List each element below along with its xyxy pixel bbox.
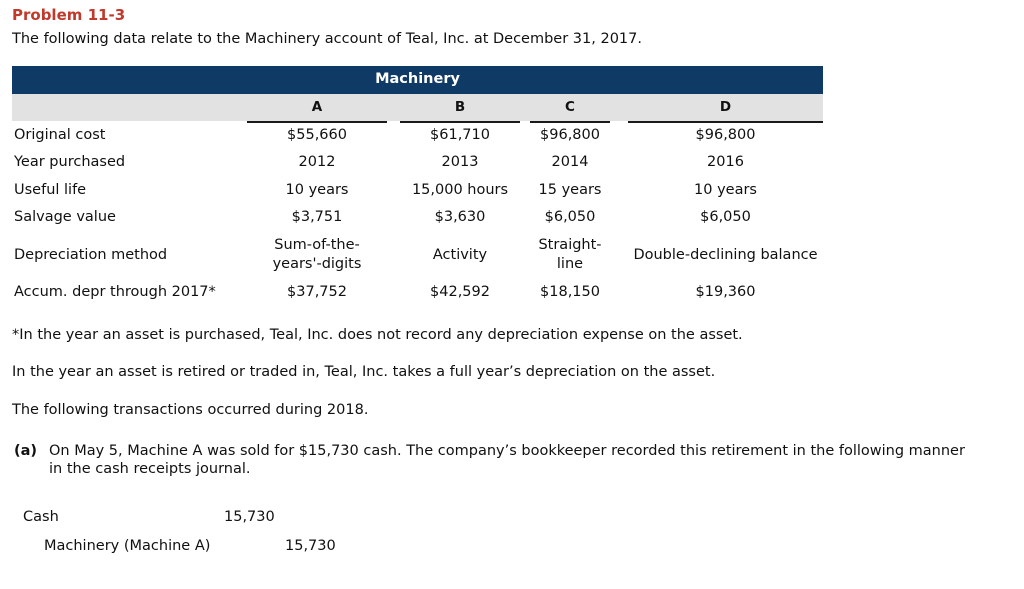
table-cell: 15 years (538, 182, 602, 198)
table-cell: 10 years (285, 182, 349, 198)
table-cell: Double-declining balance (633, 247, 818, 263)
problem-intro: The following data relate to the Machine… (12, 31, 642, 47)
table-cell: $18,150 (540, 284, 600, 300)
table-header: Machinery (12, 66, 823, 94)
column-divider-c (530, 121, 610, 123)
table-cell: 2012 (298, 154, 336, 170)
column-header-band (12, 94, 823, 121)
debit-account: Cash (23, 509, 59, 525)
table-cell: $37,752 (287, 284, 347, 300)
table-cell: $96,800 (540, 127, 600, 143)
table-cell: $3,630 (434, 209, 486, 225)
table-cell: Sum-of-the-years'-digits (272, 237, 362, 272)
column-header-a: A (311, 99, 323, 115)
retirement-note: In the year an asset is retired or trade… (12, 364, 716, 380)
table-cell: $3,751 (291, 209, 343, 225)
table-cell: 2013 (441, 154, 479, 170)
row-label: Useful life (14, 182, 87, 198)
row-label: Accum. depr through 2017* (14, 284, 216, 300)
row-label: Depreciation method (14, 247, 168, 263)
part-a-text-line1: On May 5, Machine A was sold for $15,730… (49, 443, 965, 459)
column-divider-a (247, 121, 387, 123)
column-divider-b (400, 121, 520, 123)
table-cell: 2014 (551, 154, 589, 170)
table-cell: 2016 (707, 154, 744, 170)
debit-amount: 15,730 (224, 509, 275, 525)
table-cell: $55,660 (287, 127, 347, 143)
column-header-c: C (565, 99, 575, 115)
credit-amount: 15,730 (285, 538, 336, 554)
table-cell: 10 years (694, 182, 757, 198)
transactions-intro: The following transactions occurred duri… (12, 402, 369, 418)
part-a-label: (a) (14, 443, 38, 459)
table-cell: Straight-line (538, 237, 602, 272)
table-cell: $19,360 (695, 284, 756, 300)
column-divider-d (628, 121, 823, 123)
table-cell: $6,050 (700, 209, 751, 225)
row-label: Year purchased (14, 154, 126, 170)
table-cell: $42,592 (430, 284, 490, 300)
table-cell: Activity (432, 247, 488, 263)
credit-account: Machinery (Machine A) (44, 538, 211, 554)
table-cell: $6,050 (544, 209, 596, 225)
table-cell: $96,800 (695, 127, 756, 143)
table-cell: $61,710 (430, 127, 490, 143)
part-a-text-line2: in the cash receipts journal. (49, 461, 251, 477)
footnote-text: *In the year an asset is purchased, Teal… (12, 327, 743, 343)
column-header-b: B (454, 99, 466, 115)
row-label: Original cost (14, 127, 106, 143)
problem-title: Problem 11-3 (12, 6, 126, 24)
row-label: Salvage value (14, 209, 116, 225)
column-header-d: D (719, 99, 732, 115)
table-cell: 15,000 hours (411, 182, 509, 198)
